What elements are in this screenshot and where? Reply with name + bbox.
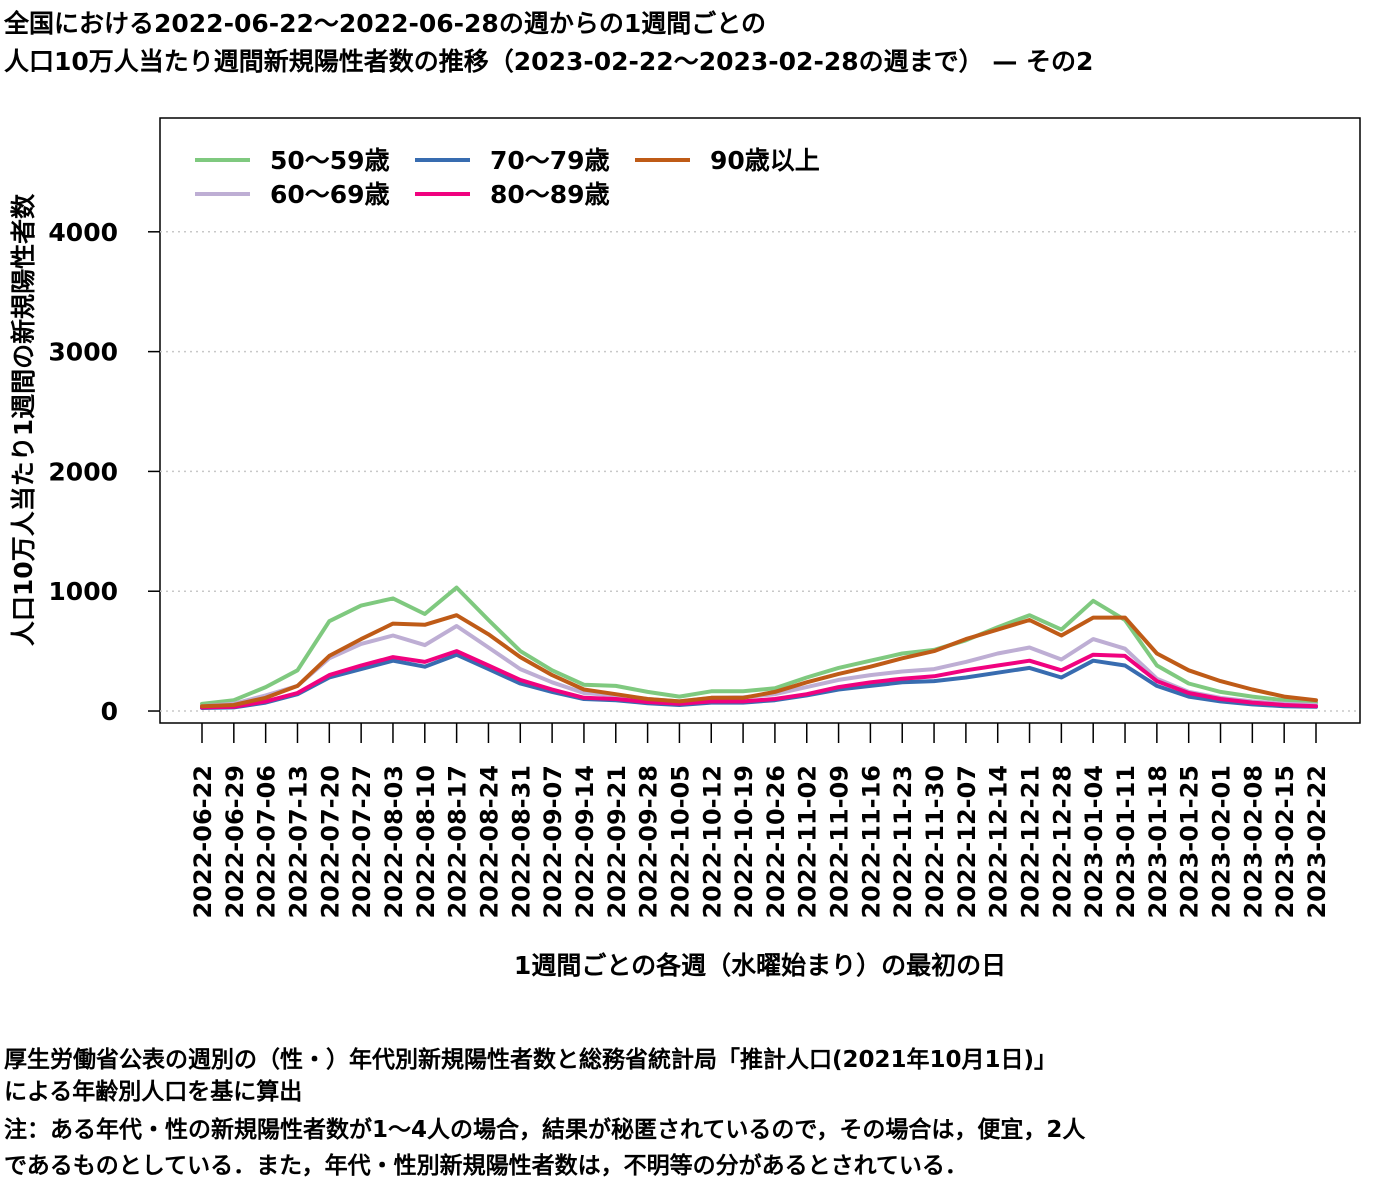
x-tick-label: 2022-08-24 bbox=[475, 765, 503, 919]
x-tick-label: 2023-01-11 bbox=[1112, 765, 1140, 919]
x-tick-label: 2023-02-15 bbox=[1271, 765, 1299, 919]
x-tick-label: 2022-07-20 bbox=[316, 765, 344, 919]
x-tick-label: 2022-09-14 bbox=[571, 765, 599, 919]
series-line-1 bbox=[200, 585, 1318, 706]
x-tick-label: 2022-08-10 bbox=[412, 765, 440, 919]
series-line-5 bbox=[200, 613, 1318, 709]
series-lines bbox=[200, 585, 1318, 710]
y-axis-label: 人口10万人当たり1週間の新規陽性者数 bbox=[9, 193, 38, 646]
y-axis: 0 1000 2000 3000 4000 bbox=[48, 218, 160, 726]
x-tick-label: 2022-11-23 bbox=[889, 765, 917, 919]
legend-label-2: 60〜69歳 bbox=[270, 180, 390, 209]
legend-label-4: 80〜89歳 bbox=[490, 180, 610, 209]
footnote-line-1: 厚生労働省公表の週別の（性・）年代別新規陽性者数と総務省統計局「推計人口(202… bbox=[4, 1047, 1058, 1073]
x-tick-label: 2022-06-29 bbox=[221, 765, 249, 919]
footnote-line-2: による年齢別人口を基に算出 bbox=[4, 1079, 303, 1105]
x-tick-label: 2023-01-25 bbox=[1176, 765, 1204, 919]
gridlines bbox=[160, 231, 1360, 712]
x-tick-label: 2022-10-12 bbox=[698, 765, 726, 919]
x-tick-label: 2023-02-22 bbox=[1303, 765, 1331, 919]
chart-title-line-1: 全国における2022-06-22〜2022-06-28の週からの1週間ごとの bbox=[4, 9, 766, 38]
x-tick-label: 2022-10-19 bbox=[730, 765, 758, 919]
x-tick-label: 2023-01-04 bbox=[1080, 765, 1108, 919]
x-tick-label: 2022-12-21 bbox=[1017, 765, 1045, 919]
x-tick-label: 2022-12-28 bbox=[1048, 765, 1076, 919]
x-tick-label: 2022-12-14 bbox=[985, 765, 1013, 919]
x-tick-label: 2022-11-16 bbox=[857, 765, 885, 919]
x-tick-label: 2022-12-07 bbox=[953, 765, 981, 919]
legend-label-5: 90歳以上 bbox=[710, 146, 820, 175]
x-tick-label: 2022-08-31 bbox=[507, 765, 535, 919]
x-tick-label: 2022-11-02 bbox=[794, 765, 822, 919]
y-tick-label: 4000 bbox=[48, 218, 118, 247]
x-tick-label: 2022-11-30 bbox=[921, 765, 949, 919]
x-tick-label: 2022-08-03 bbox=[380, 765, 408, 919]
chart-title-line-2: 人口10万人当たり週間新規陽性者数の推移（2023-02-22〜2023-02-… bbox=[4, 47, 1094, 76]
x-tick-label: 2022-11-09 bbox=[826, 765, 854, 919]
legend: 50〜59歳 60〜69歳 70〜79歳 80〜89歳 90歳以上 bbox=[195, 146, 820, 209]
y-tick-label: 3000 bbox=[48, 338, 118, 367]
x-tick-label: 2022-09-28 bbox=[635, 765, 663, 919]
x-axis-label: 1週間ごとの各週（水曜始まり）の最初の日 bbox=[514, 951, 1006, 980]
x-tick-label: 2022-09-21 bbox=[603, 765, 631, 919]
x-tick-label: 2022-10-05 bbox=[666, 765, 694, 919]
x-tick-label: 2022-10-26 bbox=[762, 765, 790, 919]
x-tick-label: 2023-01-18 bbox=[1144, 765, 1172, 919]
x-tick-label: 2023-02-01 bbox=[1208, 765, 1236, 919]
x-tick-label: 2022-07-27 bbox=[348, 765, 376, 919]
x-tick-label: 2022-09-07 bbox=[539, 765, 567, 919]
legend-label-3: 70〜79歳 bbox=[490, 146, 610, 175]
y-tick-label: 0 bbox=[101, 697, 118, 726]
footnote-line-3: 注：ある年代・性の新規陽性者数が1〜4人の場合，結果が秘匿されているので，その場… bbox=[4, 1117, 1086, 1143]
y-tick-label: 1000 bbox=[48, 577, 118, 606]
series-line-4 bbox=[200, 649, 1318, 710]
legend-label-1: 50〜59歳 bbox=[270, 146, 390, 175]
x-tick-label: 2022-06-22 bbox=[189, 765, 217, 919]
x-tick-label: 2022-08-17 bbox=[444, 765, 472, 919]
x-tick-label: 2022-07-06 bbox=[253, 765, 281, 919]
footnote-line-4: であるものとしている．また，年代・性別新規陽性者数は，不明等の分があるとされてい… bbox=[4, 1153, 968, 1179]
plot-area bbox=[159, 117, 1361, 724]
y-tick-label: 2000 bbox=[48, 457, 118, 486]
x-tick-label: 2023-02-08 bbox=[1239, 765, 1267, 919]
x-tick-label: 2022-07-13 bbox=[284, 765, 312, 919]
x-axis: 2022-06-22 2022-06-29 2022-07-06 2022-07-13… bbox=[189, 723, 1331, 919]
